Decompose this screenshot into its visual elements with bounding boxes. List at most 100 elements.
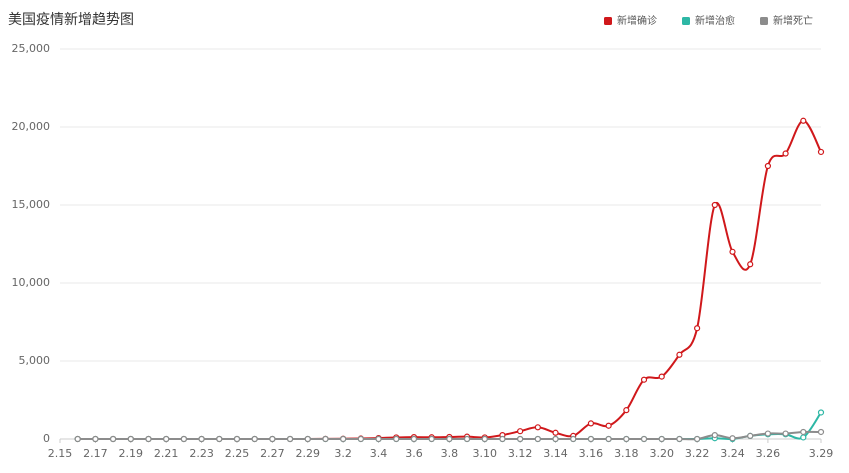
- point: [446, 435, 453, 443]
- point: [74, 435, 81, 443]
- point: [623, 407, 630, 414]
- y-tick-label: 15,000: [12, 198, 51, 211]
- legend-label: 新增确诊: [617, 14, 657, 27]
- x-tick-label: 2.27: [260, 447, 285, 460]
- point: [605, 422, 612, 429]
- point: [463, 435, 471, 443]
- y-tick-label: 0: [43, 432, 50, 445]
- point: [676, 351, 683, 358]
- point: [605, 435, 612, 443]
- x-tick-label: 3.10: [472, 447, 497, 460]
- x-tick-label: 2.23: [189, 447, 214, 460]
- point: [587, 420, 595, 427]
- point: [534, 424, 541, 431]
- point: [198, 435, 205, 443]
- point: [517, 435, 524, 443]
- point: [782, 150, 789, 157]
- point: [764, 162, 772, 170]
- point: [640, 376, 648, 383]
- point: [658, 373, 665, 380]
- x-tick-label: 2.21: [154, 447, 179, 460]
- point: [711, 201, 718, 209]
- series-line: [77, 119, 822, 441]
- legend-label: 新增治愈: [695, 14, 735, 27]
- legend-swatch: [760, 17, 768, 25]
- point: [428, 435, 435, 443]
- point: [499, 435, 506, 443]
- chart-title: 美国疫情新增趋势图: [8, 12, 134, 28]
- point: [180, 435, 187, 443]
- point: [233, 435, 241, 443]
- x-tick-label: 2.25: [225, 447, 250, 460]
- point: [623, 435, 630, 443]
- point: [817, 409, 825, 416]
- point: [322, 435, 329, 443]
- point: [587, 435, 595, 443]
- point: [764, 430, 772, 437]
- point: [357, 435, 364, 443]
- y-tick-label: 20,000: [12, 120, 51, 133]
- legend-swatch: [682, 17, 690, 25]
- point: [800, 428, 807, 436]
- legend-label: 新增死亡: [773, 14, 813, 27]
- point: [817, 428, 825, 436]
- point: [658, 435, 665, 443]
- x-tick-label: 3.2: [334, 447, 352, 460]
- point: [393, 435, 400, 443]
- point: [145, 435, 152, 443]
- x-tick-label: 2.29: [296, 447, 321, 460]
- point: [782, 430, 789, 437]
- point: [747, 432, 754, 439]
- x-tick-label: 3.29: [809, 447, 834, 460]
- x-tick-label: 3.22: [685, 447, 710, 460]
- point: [127, 435, 134, 443]
- point: [694, 435, 701, 443]
- point: [800, 434, 807, 441]
- x-tick-label: 3.14: [543, 447, 568, 460]
- point: [747, 261, 754, 268]
- x-tick-label: 3.8: [441, 447, 459, 460]
- x-tick-label: 3.4: [370, 447, 388, 460]
- point: [517, 428, 524, 435]
- point: [163, 435, 170, 443]
- x-tick-label: 2.17: [83, 447, 108, 460]
- x-tick-label: 3.16: [579, 447, 604, 460]
- point: [552, 435, 559, 443]
- point: [109, 435, 117, 443]
- point: [534, 435, 541, 443]
- x-tick-label: 3.12: [508, 447, 533, 460]
- y-tick-label: 5,000: [19, 354, 51, 367]
- point: [286, 435, 294, 443]
- point: [640, 435, 648, 443]
- x-tick-label: 2.19: [119, 447, 144, 460]
- x-tick-label: 3.24: [720, 447, 745, 460]
- point: [251, 435, 258, 443]
- point: [570, 435, 577, 443]
- x-tick-label: 3.20: [649, 447, 674, 460]
- point: [92, 435, 99, 443]
- x-tick-label: 3.26: [756, 447, 781, 460]
- point: [481, 435, 488, 443]
- point: [729, 248, 736, 255]
- point: [552, 429, 559, 436]
- x-tick-label: 3.18: [614, 447, 639, 460]
- point: [410, 435, 418, 443]
- point: [269, 435, 276, 443]
- point: [340, 435, 347, 443]
- y-tick-label: 10,000: [12, 276, 51, 289]
- point: [375, 435, 382, 443]
- legend-swatch: [604, 17, 612, 25]
- x-tick-label: 2.15: [48, 447, 73, 460]
- point: [304, 435, 311, 443]
- point: [676, 435, 683, 443]
- point: [729, 435, 736, 442]
- point: [694, 325, 701, 332]
- point: [711, 432, 718, 439]
- x-tick-label: 3.6: [405, 447, 423, 460]
- point: [800, 117, 807, 124]
- y-tick-label: 25,000: [12, 42, 51, 55]
- point: [817, 148, 825, 156]
- point: [216, 435, 223, 443]
